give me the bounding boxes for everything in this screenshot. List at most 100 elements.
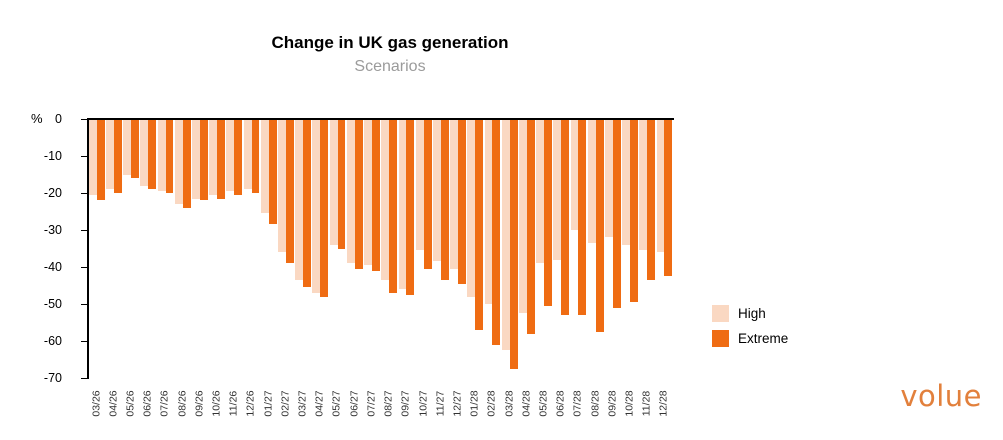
y-tick-label: -30 <box>43 223 62 237</box>
legend: High Extreme <box>712 305 788 355</box>
y-tick-label: -50 <box>43 297 62 311</box>
x-tick-label: 03/27 <box>296 390 309 417</box>
bar-high <box>278 119 286 253</box>
x-tick-label: 09/26 <box>193 390 206 417</box>
bar-extreme <box>458 119 466 284</box>
x-tick-label: 01/27 <box>262 390 275 417</box>
bar-high <box>536 119 545 264</box>
bar-extreme <box>96 119 105 201</box>
x-tick-label: 08/26 <box>176 390 189 417</box>
bar-high <box>260 119 269 214</box>
x-tick-label: 07/26 <box>158 390 171 417</box>
x-tick-label: 12/27 <box>451 390 464 417</box>
x-tick-label: 10/26 <box>210 390 223 417</box>
y-tick-label: -10 <box>43 149 62 163</box>
bar-high <box>518 119 527 314</box>
x-tick-label: 04/27 <box>313 390 326 417</box>
y-tick-mark <box>81 192 87 194</box>
bar-high <box>140 119 149 186</box>
bar-high <box>312 119 321 293</box>
y-tick-label: -40 <box>43 260 62 274</box>
bar-extreme <box>371 119 380 271</box>
zero-baseline <box>87 118 674 120</box>
bar-high <box>157 119 166 192</box>
bar-high <box>604 119 613 238</box>
bar-high <box>381 119 390 280</box>
bar-extreme <box>509 119 518 369</box>
bar-extreme <box>526 119 535 334</box>
x-tick-label: 10/28 <box>623 390 636 417</box>
bar-high <box>467 119 476 297</box>
x-tick-label: 09/28 <box>606 390 619 417</box>
volue-logo: volue <box>900 379 982 413</box>
legend-label: High <box>738 306 766 321</box>
bar-extreme <box>647 119 656 280</box>
bar-extreme <box>440 119 449 280</box>
bar-extreme <box>423 119 432 269</box>
x-tick-label: 05/27 <box>330 390 343 417</box>
x-tick-label: 09/27 <box>399 390 412 417</box>
bar-extreme <box>217 119 226 199</box>
bar-high <box>501 119 510 351</box>
x-tick-label: 03/26 <box>90 390 103 417</box>
bar-extreme <box>389 119 398 293</box>
bar-extreme <box>131 119 139 179</box>
bar-high <box>88 119 97 195</box>
x-tick-label: 07/27 <box>365 390 378 417</box>
bar-high <box>364 119 372 266</box>
x-tick-label: 03/28 <box>503 390 516 417</box>
bar-high <box>243 119 252 190</box>
bar-high <box>450 119 458 269</box>
y-tick-label: -60 <box>43 334 62 348</box>
x-tick-label: 06/27 <box>348 390 361 417</box>
bar-extreme <box>285 119 294 264</box>
y-tick-mark <box>81 377 87 379</box>
bar-extreme <box>630 119 638 303</box>
x-tick-label: 04/26 <box>107 390 120 417</box>
x-tick-label: 08/27 <box>382 390 395 417</box>
bar-high <box>656 119 665 253</box>
bar-extreme <box>475 119 484 330</box>
bar-high <box>209 119 218 195</box>
bar-high <box>587 119 596 243</box>
bar-extreme <box>612 119 621 308</box>
legend-swatch-icon <box>712 305 729 322</box>
legend-swatch-icon <box>712 330 729 347</box>
x-tick-label: 05/28 <box>537 390 550 417</box>
legend-item-extreme[interactable]: Extreme <box>712 330 788 347</box>
y-tick-label: 0 <box>55 112 62 126</box>
y-tick-mark <box>81 303 87 305</box>
bar-extreme <box>268 119 277 225</box>
legend-item-high[interactable]: High <box>712 305 788 322</box>
bar-extreme <box>199 119 208 201</box>
bar-extreme <box>354 119 363 269</box>
x-tick-label: 12/28 <box>657 390 670 417</box>
x-tick-label: 04/28 <box>520 390 533 417</box>
bar-extreme <box>337 119 346 249</box>
bar-extreme <box>251 119 260 193</box>
bar-extreme <box>492 119 501 345</box>
bar-extreme <box>664 119 673 277</box>
x-tick-label: 08/28 <box>589 390 602 417</box>
y-tick-mark <box>81 155 87 157</box>
bar-extreme <box>595 119 604 332</box>
bar-high <box>329 119 338 245</box>
y-axis-line <box>87 119 89 379</box>
x-tick-label: 11/28 <box>640 390 653 417</box>
bar-high <box>226 119 235 192</box>
x-tick-label: 07/28 <box>571 390 584 417</box>
x-tick-label: 02/28 <box>485 390 498 417</box>
bar-high <box>346 119 355 264</box>
x-tick-label: 11/27 <box>434 390 447 417</box>
bar-high <box>622 119 631 245</box>
bar-extreme <box>148 119 157 190</box>
bar-extreme <box>165 119 174 193</box>
bar-high <box>174 119 183 205</box>
chart-title: Change in UK gas generation <box>271 33 509 52</box>
bar-high <box>398 119 407 290</box>
x-tick-label: 06/28 <box>554 390 567 417</box>
bar-high <box>553 119 562 260</box>
y-tick-label: -70 <box>43 371 62 385</box>
x-tick-label: 05/26 <box>124 390 137 417</box>
